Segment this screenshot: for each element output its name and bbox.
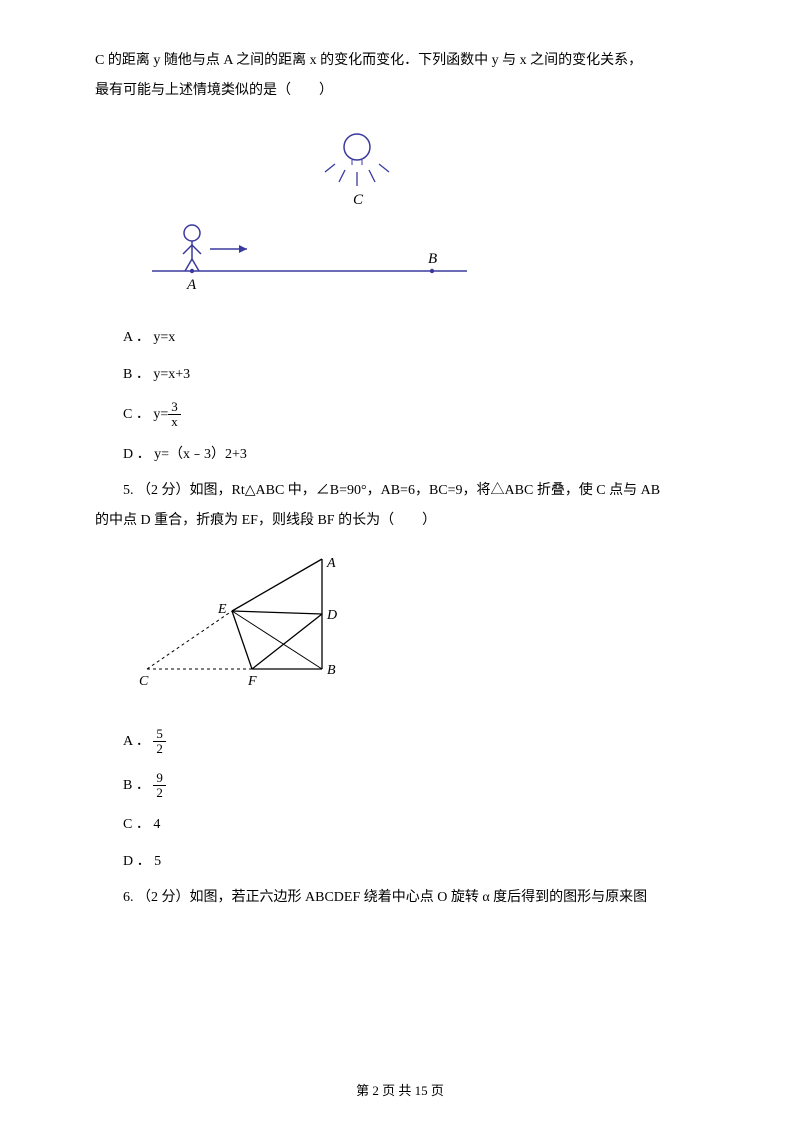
intro-line2: 最有可能与上述情境类似的是（ ） <box>95 80 705 102</box>
svg-text:D: D <box>326 608 337 623</box>
q5-b-prefix: B ． <box>123 778 150 793</box>
q5-stem-2: 的中点 D 重合，折痕为 EF，则线段 BF 的长为（ ） <box>95 510 705 532</box>
q5-option-c: C ． 4 <box>123 814 705 836</box>
figure-fold-triangle: A B C D E F <box>137 551 705 709</box>
fraction-5-2: 52 <box>153 727 166 757</box>
intro-line1: C 的距离 y 随他与点 A 之间的距离 x 的变化而变化．下列函数中 y 与 … <box>95 50 705 72</box>
q4-option-b: B ． y=x+3 <box>123 364 705 386</box>
svg-text:E: E <box>217 602 227 617</box>
q5-option-d: D ． 5 <box>123 851 705 873</box>
svg-text:F: F <box>247 674 257 689</box>
svg-text:A: A <box>326 556 336 571</box>
svg-text:C: C <box>353 192 364 208</box>
q6-stem: 6. （2 分）如图，若正六边形 ABCDEF 绕着中心点 O 旋转 α 度后得… <box>95 887 705 909</box>
svg-text:B: B <box>428 251 437 267</box>
fraction-9-2: 92 <box>153 771 166 801</box>
q4-option-c: C ． y=3x <box>123 400 705 430</box>
q4-option-d: D ． y=（x﹣3）2+3 <box>123 444 705 466</box>
svg-text:B: B <box>327 663 336 678</box>
page-footer: 第 2 页 共 15 页 <box>0 1081 800 1102</box>
q5-stem-1: 5. （2 分）如图，Rt△ABC 中，∠B=90°，AB=6，BC=9，将△A… <box>95 480 705 502</box>
fraction-3-x: 3x <box>168 400 181 430</box>
svg-text:C: C <box>139 674 149 689</box>
q4-c-prefix: C ． y= <box>123 407 168 422</box>
q5-option-a: A ． 52 <box>123 727 705 757</box>
q5-a-prefix: A ． <box>123 734 150 749</box>
svg-text:A: A <box>186 277 197 293</box>
q4-option-a: A ． y=x <box>123 327 705 349</box>
figure-light-walk: C A B <box>137 121 705 309</box>
q5-option-b: B ． 92 <box>123 771 705 801</box>
